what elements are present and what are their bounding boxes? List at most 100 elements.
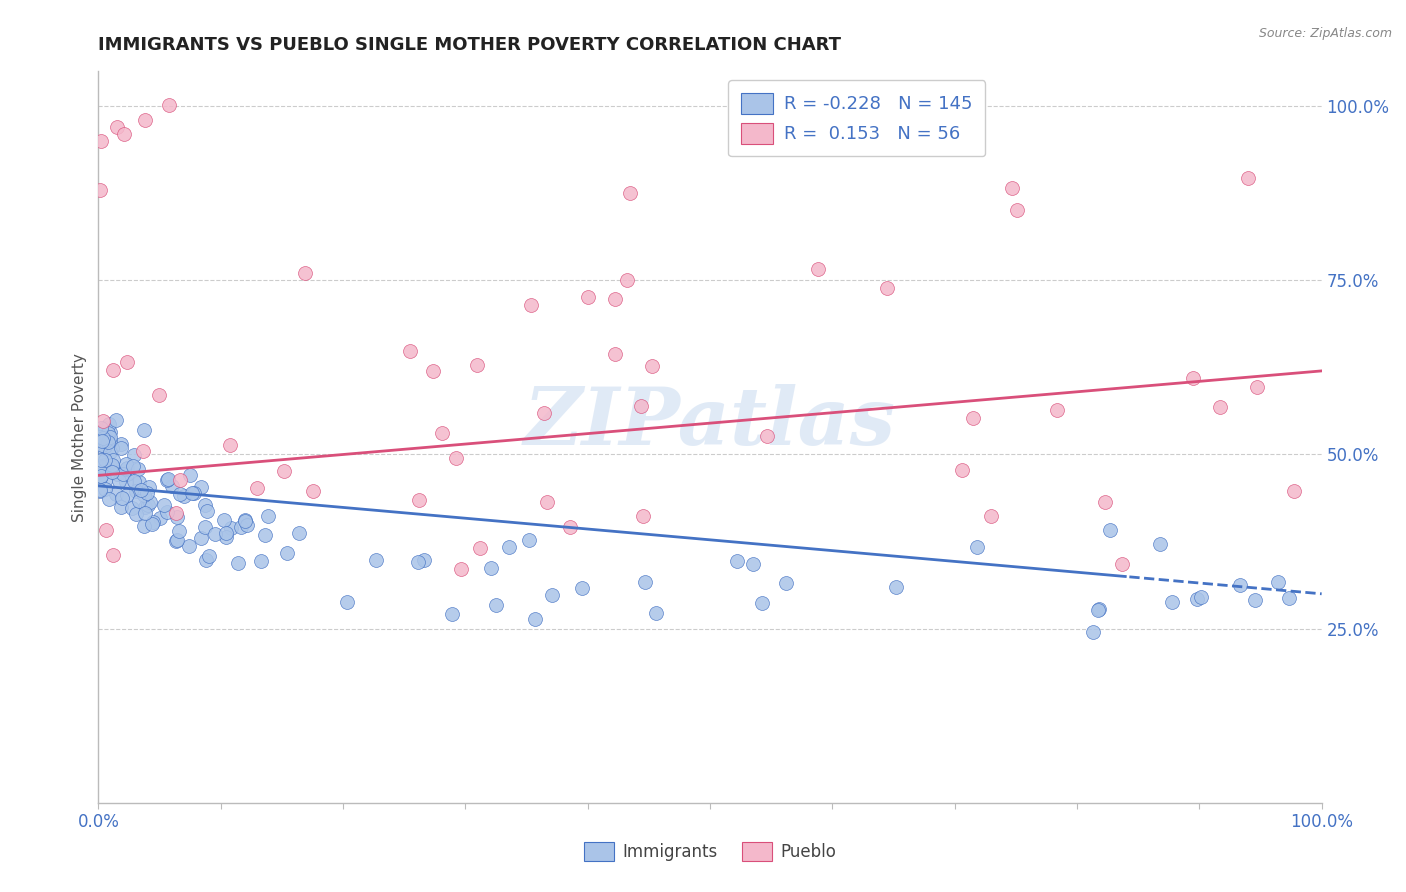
Point bbox=[450, 562, 472, 576]
Point bbox=[98, 417, 121, 432]
Point bbox=[250, 554, 273, 568]
Point bbox=[1278, 591, 1301, 605]
Point bbox=[633, 508, 655, 523]
Point bbox=[619, 186, 641, 200]
Point bbox=[519, 298, 541, 312]
Point bbox=[1237, 170, 1260, 185]
Point bbox=[1099, 523, 1122, 537]
Point bbox=[246, 482, 269, 496]
Point bbox=[112, 127, 135, 141]
Point bbox=[111, 491, 134, 505]
Point bbox=[294, 266, 316, 280]
Point bbox=[128, 475, 150, 490]
Point bbox=[630, 399, 652, 413]
Point bbox=[98, 425, 121, 440]
Point bbox=[132, 423, 155, 437]
Point bbox=[110, 441, 132, 455]
Point bbox=[807, 261, 830, 276]
Point bbox=[101, 441, 124, 455]
Point bbox=[110, 500, 132, 514]
Point bbox=[1111, 558, 1133, 572]
Point bbox=[98, 444, 121, 458]
Point bbox=[156, 505, 179, 519]
Point bbox=[560, 520, 582, 534]
Point bbox=[90, 453, 112, 467]
Point bbox=[179, 539, 201, 553]
Point bbox=[399, 344, 422, 359]
Point bbox=[165, 506, 187, 520]
Point bbox=[190, 532, 212, 546]
Point bbox=[533, 406, 555, 420]
Point bbox=[190, 480, 212, 494]
Point bbox=[90, 420, 112, 434]
Point bbox=[93, 459, 115, 474]
Point bbox=[90, 438, 112, 452]
Point bbox=[536, 495, 558, 509]
Point bbox=[138, 480, 160, 494]
Point bbox=[105, 412, 128, 426]
Legend: Immigrants, Pueblo: Immigrants, Pueblo bbox=[576, 835, 844, 868]
Point bbox=[89, 183, 111, 197]
Point bbox=[633, 574, 655, 589]
Point bbox=[93, 474, 115, 488]
Point bbox=[408, 493, 430, 508]
Point bbox=[97, 491, 120, 506]
Point bbox=[645, 606, 668, 620]
Point bbox=[571, 582, 593, 596]
Point bbox=[160, 479, 183, 493]
Point bbox=[1083, 624, 1105, 639]
Point bbox=[97, 457, 120, 471]
Point bbox=[233, 514, 256, 528]
Point bbox=[101, 465, 124, 479]
Point bbox=[141, 516, 163, 531]
Point bbox=[1229, 578, 1251, 592]
Point bbox=[89, 430, 111, 444]
Point bbox=[226, 556, 249, 570]
Point bbox=[115, 467, 138, 482]
Point bbox=[132, 488, 155, 502]
Point bbox=[1149, 537, 1171, 551]
Point bbox=[1267, 574, 1289, 589]
Point bbox=[180, 486, 202, 500]
Point bbox=[479, 560, 502, 574]
Point bbox=[136, 499, 159, 513]
Point bbox=[94, 523, 117, 537]
Point bbox=[605, 347, 627, 361]
Point bbox=[229, 520, 252, 534]
Point bbox=[980, 508, 1002, 523]
Point bbox=[276, 546, 298, 560]
Point bbox=[115, 458, 138, 472]
Point bbox=[89, 464, 111, 478]
Point bbox=[93, 414, 115, 428]
Point bbox=[1087, 602, 1109, 616]
Point bbox=[89, 483, 111, 498]
Point bbox=[236, 517, 259, 532]
Point bbox=[165, 533, 187, 548]
Point bbox=[336, 595, 359, 609]
Point bbox=[1094, 495, 1116, 509]
Point bbox=[1007, 203, 1029, 218]
Point bbox=[616, 273, 638, 287]
Point bbox=[302, 484, 325, 499]
Point bbox=[775, 575, 797, 590]
Point bbox=[214, 513, 236, 527]
Point bbox=[1209, 400, 1232, 414]
Point bbox=[962, 411, 984, 425]
Text: Source: ZipAtlas.com: Source: ZipAtlas.com bbox=[1258, 27, 1392, 40]
Point bbox=[115, 462, 138, 476]
Point bbox=[91, 434, 114, 448]
Text: IMMIGRANTS VS PUEBLO SINGLE MOTHER POVERTY CORRELATION CHART: IMMIGRANTS VS PUEBLO SINGLE MOTHER POVER… bbox=[98, 36, 841, 54]
Point bbox=[641, 359, 664, 374]
Point bbox=[1181, 371, 1204, 385]
Point bbox=[1246, 380, 1268, 394]
Point bbox=[194, 520, 217, 534]
Point bbox=[950, 463, 973, 477]
Point bbox=[93, 420, 115, 434]
Point bbox=[441, 607, 464, 621]
Point bbox=[115, 354, 138, 368]
Point bbox=[173, 489, 195, 503]
Point bbox=[125, 483, 148, 498]
Point bbox=[524, 612, 547, 626]
Point bbox=[413, 552, 436, 566]
Point bbox=[195, 504, 218, 518]
